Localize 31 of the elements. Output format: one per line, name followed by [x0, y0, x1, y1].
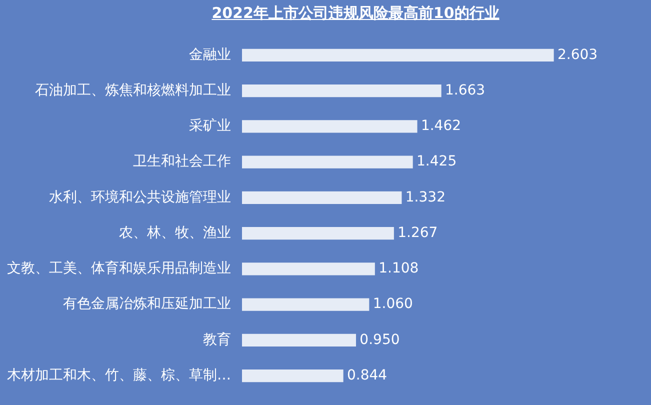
bar [242, 226, 394, 240]
bar [242, 120, 418, 133]
y-tick-label: 石油加工、炼焦和核燃料加工业 [35, 82, 231, 98]
data-label: 1.663 [445, 82, 486, 98]
y-tick-label: 文教、工美、体育和娱乐用品制造业 [7, 260, 231, 277]
bar [242, 48, 554, 62]
data-label: 0.844 [347, 367, 388, 384]
data-label: 1.462 [420, 118, 462, 134]
data-label: 2.603 [557, 46, 598, 63]
bar [242, 191, 402, 204]
data-label: 1.332 [405, 189, 446, 206]
y-tick-label: 木材加工和木、竹、藤、棕、草制… [7, 367, 231, 384]
y-tick-label: 水利、环境和公共设施管理业 [49, 189, 231, 206]
y-tick-label: 采矿业 [189, 118, 231, 134]
data-label: 1.425 [416, 154, 457, 170]
bar [242, 334, 356, 346]
bar [242, 84, 442, 98]
y-tick-label: 卫生和社会工作 [133, 154, 231, 170]
data-label: 1.267 [398, 224, 438, 241]
data-label: 1.060 [372, 296, 413, 312]
bar [242, 262, 375, 276]
chart-title: 2022年上市公司违规风险最高前10的行业 [210, 3, 500, 24]
y-tick-label: 金融业 [189, 46, 231, 63]
data-label: 0.950 [360, 332, 400, 348]
y-tick-label: 有色金属冶炼和压延加工业 [63, 296, 231, 312]
data-label: 1.108 [378, 260, 419, 277]
bar [242, 156, 413, 168]
y-tick-label: 农、林、牧、渔业 [119, 224, 231, 241]
bar [242, 369, 344, 382]
bar [242, 298, 370, 311]
y-tick-label: 教育 [203, 330, 231, 348]
